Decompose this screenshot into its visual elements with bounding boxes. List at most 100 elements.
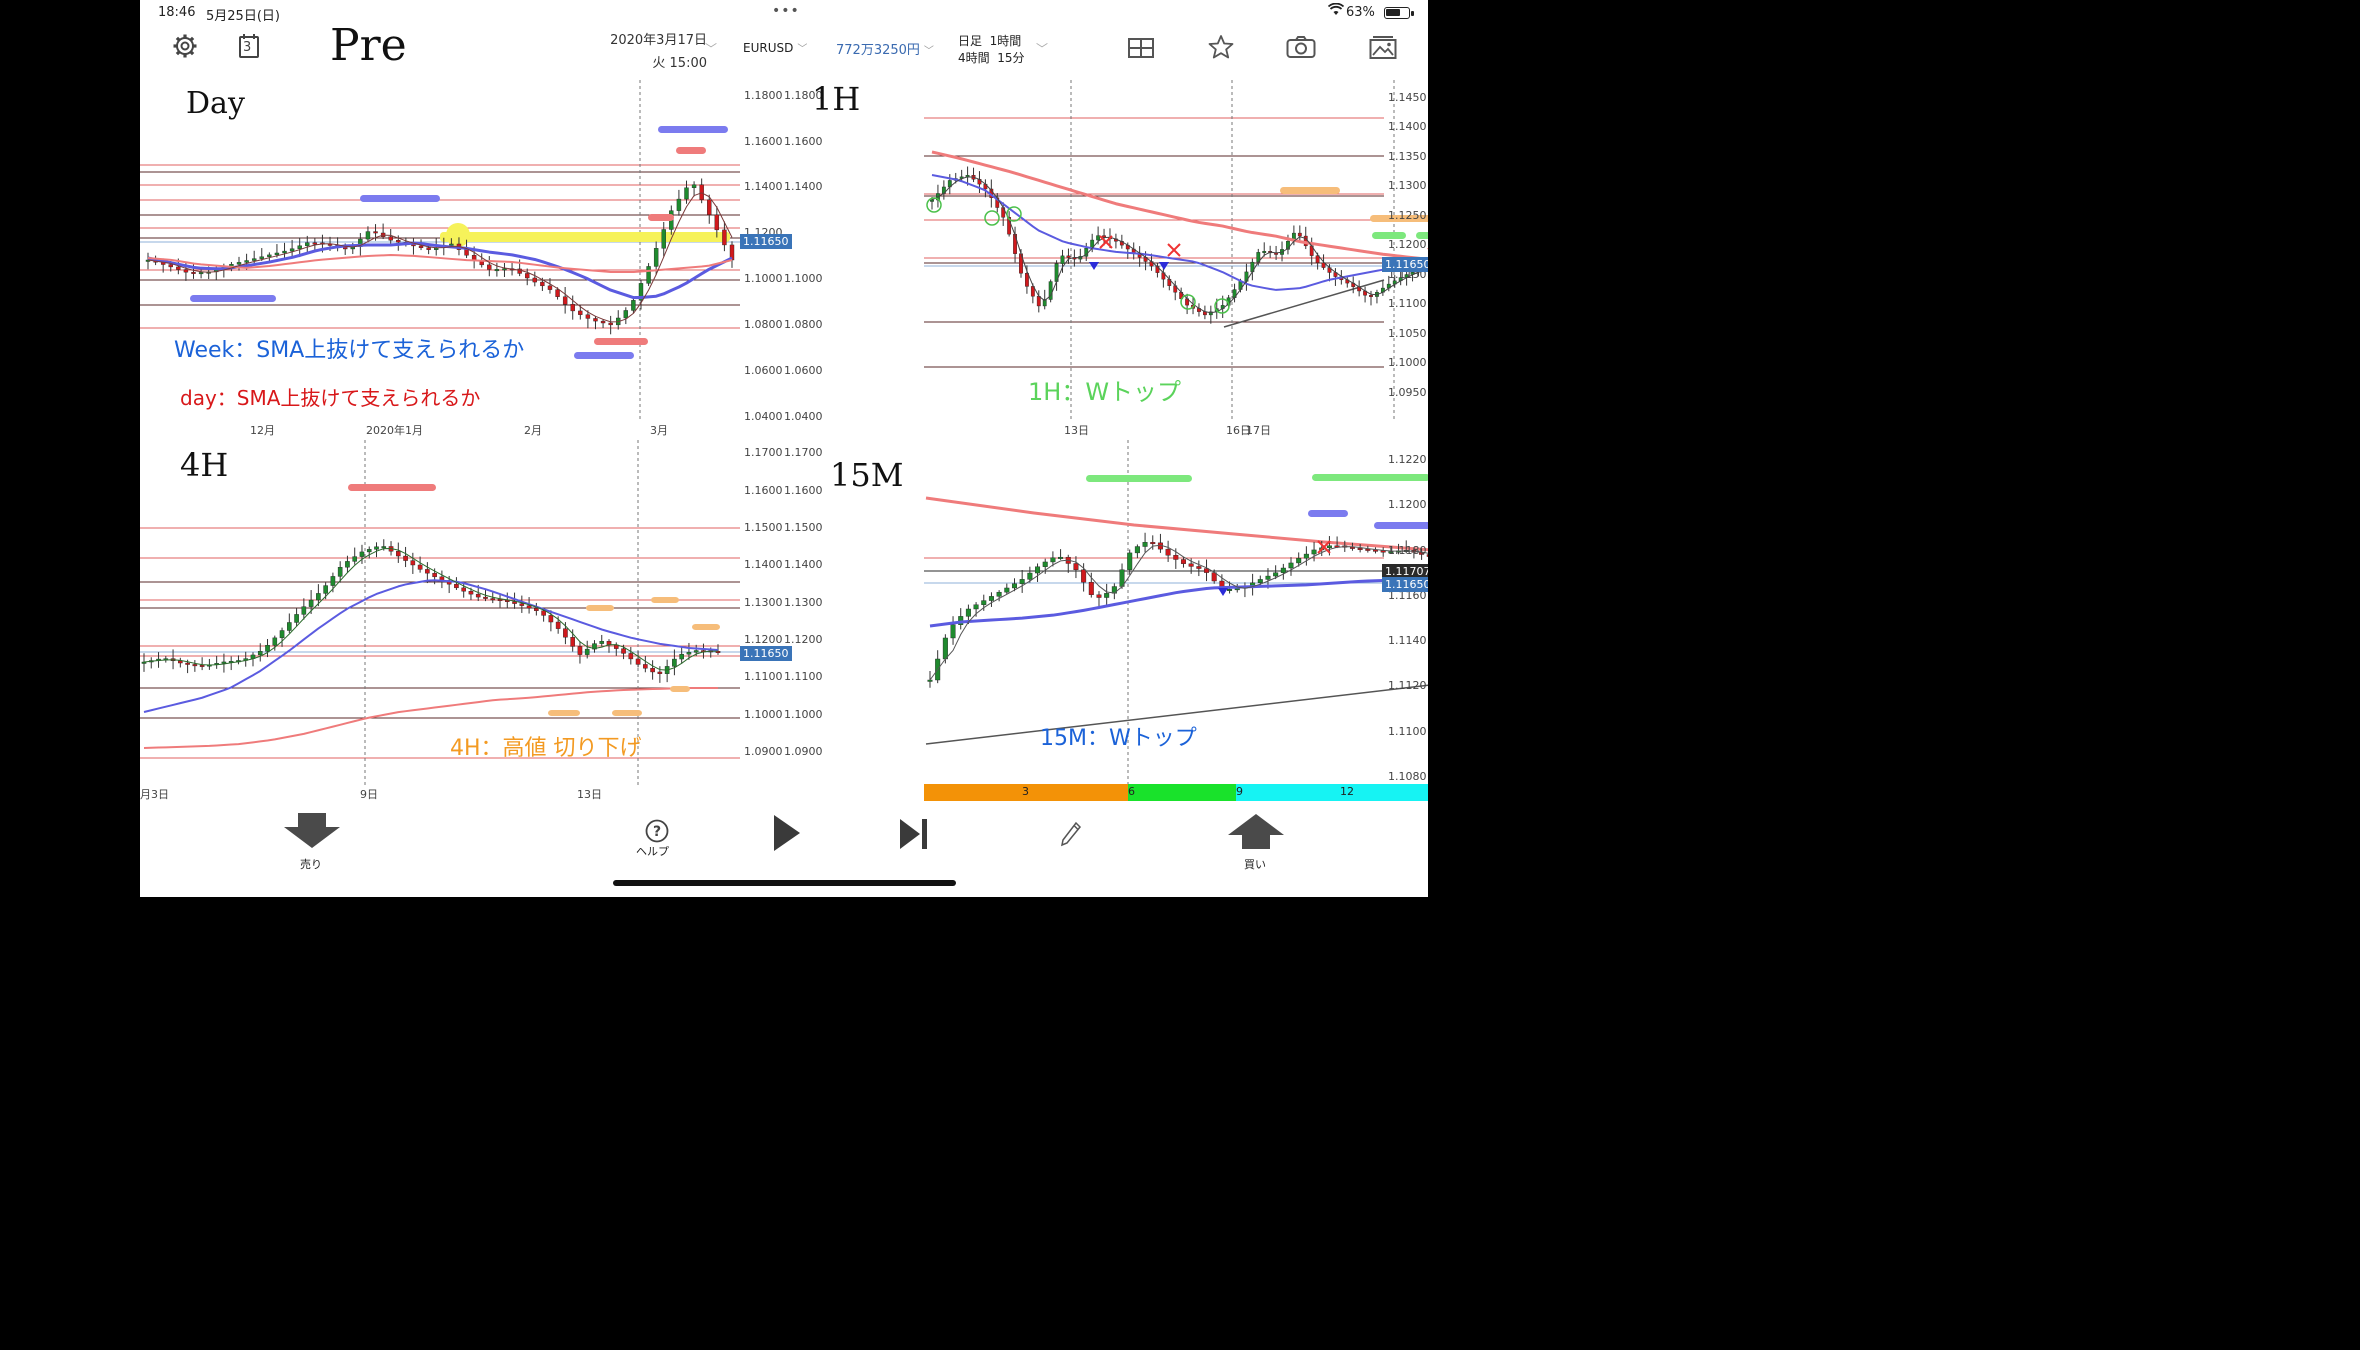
- settings-gear-icon[interactable]: [170, 31, 200, 61]
- candle-body: [1208, 311, 1213, 316]
- x-label: 2月: [524, 424, 542, 437]
- candle-body: [942, 637, 948, 660]
- sell-button[interactable]: 売り: [280, 813, 344, 871]
- axis-label: 1.1250: [1388, 209, 1427, 222]
- candle-body: [1025, 273, 1029, 287]
- candle-body: [577, 646, 583, 655]
- candle-body: [345, 561, 350, 568]
- favorite-star-icon[interactable]: [1206, 32, 1236, 62]
- tf-day: 日足: [958, 34, 983, 48]
- sma-long-line: [925, 496, 1428, 552]
- timeframe-selector[interactable]: 日足 1時間 4時間 15分: [958, 33, 1025, 67]
- candle-body: [1042, 561, 1048, 567]
- candle-body: [373, 231, 378, 234]
- candle-body: [1019, 579, 1025, 584]
- candle-body: [1257, 579, 1263, 583]
- candle-body: [1180, 559, 1186, 564]
- axis-label: 1.1100: [784, 670, 823, 683]
- axis-label: 1.1000: [784, 708, 823, 721]
- chart-pane-15m[interactable]: 1.1700 1.1600 1.1500 1.1400 1.1300 1.120…: [784, 440, 1428, 805]
- candle-body: [323, 585, 328, 594]
- signal-triangle: [1159, 262, 1169, 270]
- help-button[interactable]: ? ヘルプ: [636, 819, 682, 863]
- session-label: 12: [1340, 785, 1354, 798]
- camera-icon[interactable]: [1286, 32, 1316, 62]
- candle-body: [1134, 546, 1140, 554]
- drawing-pencil-button[interactable]: [1060, 821, 1084, 849]
- axis-label: 1.1200: [1388, 238, 1427, 251]
- candle-body: [1058, 556, 1064, 559]
- replay-datetime[interactable]: 2020年3月17日 火 15:00: [592, 29, 707, 71]
- candle-body: [388, 236, 393, 241]
- candle-body: [1035, 566, 1041, 574]
- annotation-band: [658, 126, 728, 133]
- candle-body: [359, 551, 365, 557]
- candle-body: [244, 260, 249, 263]
- chart-pane-1h[interactable]: 1.1800 1.1600 1.1400 1.1000 1.0800 1.060…: [784, 80, 1428, 440]
- balance-text: 772万3250円: [836, 43, 920, 58]
- candle-body: [267, 254, 272, 257]
- sma-long-line: [147, 254, 733, 273]
- buy-button[interactable]: 買い: [1226, 813, 1286, 871]
- signal-circle: [1180, 294, 1196, 310]
- candle-body: [502, 268, 507, 271]
- play-button[interactable]: [772, 813, 806, 855]
- chart-pane-day[interactable]: 1.1800 1.1600 1.1400 1.1200 1.1000 1.080…: [140, 80, 792, 440]
- m15-price-tag: 1.11650: [1382, 577, 1428, 592]
- candle-body: [279, 630, 285, 639]
- candle-body: [282, 250, 287, 254]
- replay-date-chevron-icon[interactable]: ﹀: [705, 42, 718, 56]
- candle-body: [1066, 255, 1071, 258]
- candle-body: [1286, 241, 1290, 250]
- candle-body: [294, 614, 299, 623]
- axis-label: 1.1080: [1388, 770, 1427, 783]
- candle-body: [578, 310, 583, 315]
- candle-body: [555, 621, 561, 629]
- candle-body: [1303, 553, 1309, 559]
- battery-percent: 63%: [1346, 5, 1375, 20]
- candle-body: [1165, 548, 1171, 556]
- x-label: 17日: [1246, 424, 1271, 437]
- calendar-count-icon[interactable]: 3: [234, 31, 264, 61]
- gallery-icon[interactable]: [1368, 32, 1398, 62]
- candle-body: [475, 593, 481, 598]
- candle-body: [517, 268, 522, 274]
- balance-selector[interactable]: 772万3250円 ﹀: [836, 39, 934, 58]
- step-forward-button[interactable]: [898, 817, 932, 851]
- candle-body: [468, 591, 474, 595]
- candle-body: [981, 600, 987, 605]
- x-label: 12月: [250, 424, 275, 437]
- candle-body: [927, 679, 933, 682]
- axis-label: 1.1400: [744, 180, 783, 193]
- annotation-band: [594, 338, 648, 345]
- candle-body: [1357, 548, 1363, 550]
- signal-circle: [926, 197, 942, 213]
- sma-short-line: [929, 578, 1428, 628]
- buy-arrow-icon: [1228, 814, 1284, 849]
- candle-body: [638, 283, 644, 301]
- layout-grid-icon[interactable]: [1126, 33, 1156, 63]
- h1-pane-label: 1H: [812, 80, 861, 118]
- candle-body: [272, 637, 278, 646]
- symbol-text: EURUSD: [743, 41, 794, 55]
- play-icon: [774, 815, 800, 851]
- timeframe-chevron-icon[interactable]: ﹀: [1036, 42, 1049, 56]
- candle-body: [548, 615, 554, 623]
- candle-body: [540, 281, 545, 287]
- symbol-selector[interactable]: EURUSD ﹀: [743, 40, 807, 55]
- candle-body: [1142, 542, 1148, 547]
- wifi-icon: [1327, 2, 1345, 20]
- axis-label: 1.0900: [744, 745, 783, 758]
- multitask-dots-icon[interactable]: •••: [772, 3, 800, 19]
- annotation-band: [651, 597, 679, 603]
- annotation-band: [360, 195, 440, 202]
- chart-pane-4h[interactable]: 1.1700 1.1600 1.1500 1.1400 1.1300 1.120…: [140, 440, 792, 805]
- home-indicator[interactable]: [613, 880, 956, 886]
- candle-body: [176, 266, 181, 270]
- candle-body: [297, 245, 302, 249]
- candle-body: [657, 671, 663, 674]
- symbol-chevron-icon: ﹀: [797, 44, 808, 55]
- session-segment-3: [924, 784, 1128, 801]
- step-forward-icon: [900, 819, 927, 849]
- candle-body: [1030, 286, 1035, 297]
